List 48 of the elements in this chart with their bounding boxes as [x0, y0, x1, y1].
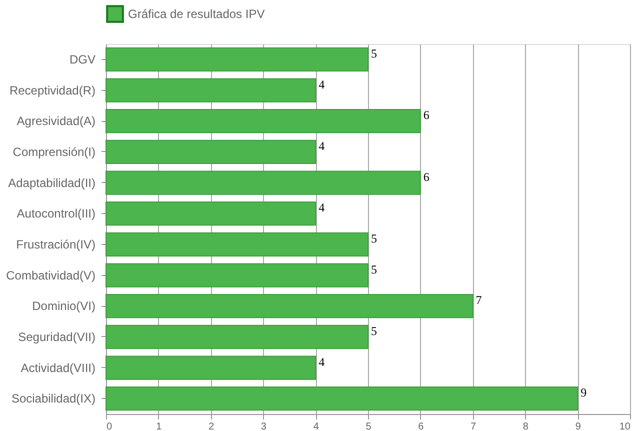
- data-label: 6: [423, 108, 430, 122]
- bar: [106, 232, 368, 256]
- bar: [106, 324, 368, 349]
- data-label: 4: [318, 77, 325, 92]
- x-tick-label: 3: [260, 422, 267, 431]
- y-tick-label: Seguridad(VII): [18, 330, 96, 344]
- x-tick-label: 0: [106, 422, 112, 431]
- bar: [106, 140, 316, 164]
- x-tick-label: 2: [208, 422, 215, 431]
- bar: [106, 78, 316, 102]
- bar: [106, 109, 421, 134]
- data-label: 9: [580, 386, 587, 400]
- bar: [106, 170, 421, 195]
- data-label: 7: [476, 293, 482, 308]
- x-tick-label: 8: [522, 422, 529, 431]
- y-tick-label: Agresividad(A): [16, 114, 96, 128]
- y-tick-label: Comprensión(I): [12, 144, 96, 159]
- x-tick-label: 9: [575, 422, 582, 431]
- bar: [106, 202, 316, 226]
- x-tick-label: 10: [619, 422, 631, 431]
- x-tick-label: 1: [156, 422, 162, 431]
- bar: [106, 263, 368, 288]
- legend-label: Gráfica de resultados IPV: [128, 7, 265, 21]
- y-tick-label: Adaptabilidad(II): [8, 176, 96, 190]
- y-tick-label: DGV: [69, 52, 96, 66]
- y-tick-label: Actividad(VIII): [20, 360, 96, 375]
- y-tick-label: Frustración(IV): [16, 237, 96, 252]
- bar: [106, 386, 578, 411]
- data-label: 5: [371, 324, 377, 338]
- data-label: 6: [423, 170, 430, 184]
- x-tick-label: 6: [418, 422, 424, 431]
- y-tick-label: Dominio(VI): [32, 299, 96, 314]
- data-label: 4: [318, 354, 325, 369]
- bar: [106, 47, 368, 72]
- data-label: 5: [371, 46, 377, 60]
- bar: [106, 356, 316, 380]
- y-tick-label: Autocontrol(III): [16, 206, 96, 221]
- data-label: 4: [318, 138, 325, 153]
- data-label: 5: [371, 262, 377, 276]
- x-tick-label: 4: [313, 422, 320, 431]
- data-label: 5: [371, 231, 377, 246]
- data-label: 4: [318, 200, 325, 215]
- y-tick-label: Combatividad(V): [6, 268, 96, 282]
- y-tick-label: Sociabilidad(IX): [11, 392, 96, 406]
- x-tick-label: 5: [366, 422, 372, 431]
- x-tick-label: 7: [470, 422, 477, 431]
- bar: [106, 294, 474, 318]
- y-tick-label: Receptividad(R): [9, 83, 96, 98]
